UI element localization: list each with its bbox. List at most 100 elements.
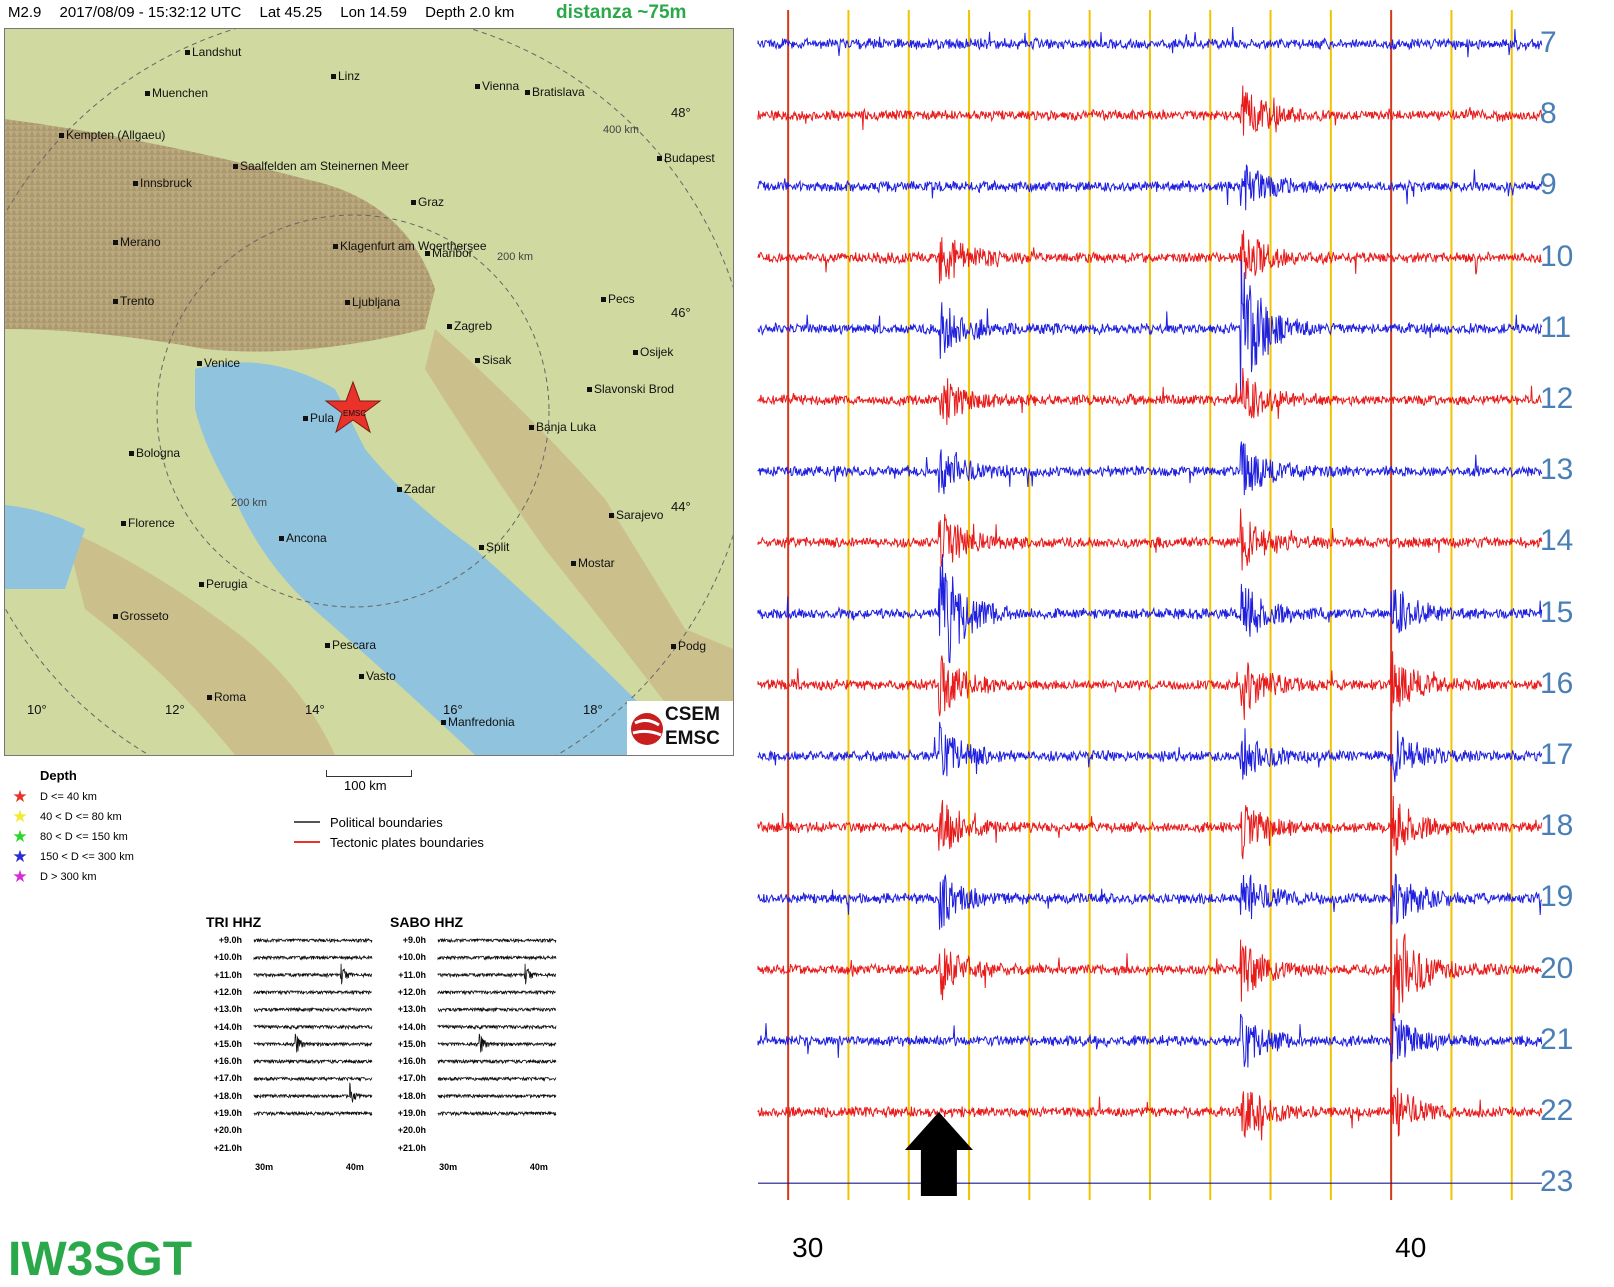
mini-row-label: +17.0h xyxy=(397,1073,426,1084)
city-label: Bologna xyxy=(129,446,180,460)
event-datetime: 2017/08/09 - 15:32:12 UTC xyxy=(59,4,242,21)
city-label: Grosseto xyxy=(113,609,169,623)
depth-legend-label: 150 < D <= 300 km xyxy=(40,851,134,863)
mini-trace xyxy=(437,963,557,985)
mini-row-label: +17.0h xyxy=(213,1073,242,1084)
city-label: Manfredonia xyxy=(441,715,515,729)
event-lat: Lat 45.25 xyxy=(259,4,323,21)
x-tick-label: 40 xyxy=(1395,1232,1427,1263)
lon-label: 16° xyxy=(443,702,463,717)
seismic-trace-9 xyxy=(757,164,1543,211)
mini-row-label: +10.0h xyxy=(397,952,426,963)
city-label: Innsbruck xyxy=(133,176,192,190)
city-label: Roma xyxy=(207,690,246,704)
mini-trace xyxy=(253,1082,373,1103)
mini-row-label: +12.0h xyxy=(397,986,426,997)
hour-label: 23 xyxy=(1540,1165,1574,1199)
seismic-trace-10 xyxy=(757,230,1542,288)
boundary-legend: Political boundaries Tectonic plates bou… xyxy=(294,812,484,852)
mini-row-label: +12.0h xyxy=(213,986,242,997)
hour-label: 19 xyxy=(1540,880,1574,914)
mini-row-label: +19.0h xyxy=(397,1108,426,1118)
epicenter-label: EMSC xyxy=(343,409,366,418)
seismic-trace-7 xyxy=(757,26,1543,58)
hour-label: 15 xyxy=(1540,595,1574,629)
mini-row-label: +21.0h xyxy=(213,1142,242,1153)
mini-trace xyxy=(437,1024,557,1031)
depth-legend-item: ★ 80 < D <= 150 km xyxy=(10,827,134,847)
mini-row-label: +16.0h xyxy=(397,1056,426,1067)
city-label: Vasto xyxy=(359,669,396,683)
mini-x-tick-label: 40m xyxy=(529,1162,548,1172)
line-swatch xyxy=(294,841,320,843)
city-label: Merano xyxy=(113,235,161,249)
mini-helicorder-plot xyxy=(437,937,557,1117)
mini-row-label: +11.0h xyxy=(214,969,242,980)
lon-label: 10° xyxy=(27,702,47,717)
hour-label: 8 xyxy=(1540,97,1557,131)
seismic-trace-8 xyxy=(757,85,1543,136)
ring-label: 200 km xyxy=(497,251,534,263)
city-label: Bratislava xyxy=(525,85,585,99)
event-arrow-icon xyxy=(904,1112,973,1196)
seismic-trace-16 xyxy=(757,651,1543,720)
seismic-trace-20 xyxy=(757,933,1542,1054)
mini-chart-title: SABO HHZ xyxy=(390,914,464,930)
hour-label: 10 xyxy=(1540,239,1574,273)
seismic-trace-21 xyxy=(757,1013,1543,1068)
epicenter-map: EMSC Landshut Linz Muenchen Vienna Brati… xyxy=(4,28,734,756)
city-label: Slavonski Brod xyxy=(587,382,674,396)
city-label: Zagreb xyxy=(447,319,492,333)
mini-row-label: +9.0h xyxy=(402,935,426,945)
mini-trace xyxy=(437,937,557,944)
depth-legend-label: D <= 40 km xyxy=(40,791,97,803)
lat-label: 44° xyxy=(671,499,691,514)
seismic-trace-19 xyxy=(757,873,1543,930)
depth-legend-label: 40 < D <= 80 km xyxy=(40,811,122,823)
city-label: Linz xyxy=(331,69,360,83)
mini-row-label: +9.0h xyxy=(218,935,242,945)
seismic-trace-15 xyxy=(757,554,1543,664)
mini-x-tick-label: 30m xyxy=(255,1162,274,1172)
city-label: Kempten (Allgaeu) xyxy=(59,128,165,142)
city-label: Maribor xyxy=(425,246,473,260)
lat-label: 48° xyxy=(671,105,691,120)
boundary-legend-label: Tectonic plates boundaries xyxy=(330,834,484,850)
mini-trace xyxy=(253,1075,373,1083)
depth-legend-label: 80 < D <= 150 km xyxy=(40,831,128,843)
logo-emsc: EMSC xyxy=(665,728,720,749)
city-label: Pecs xyxy=(601,292,635,306)
mini-trace xyxy=(253,963,373,985)
mini-helicorder-sabo: SABO HHZ +9.0h +10.0h +11.0h +12.0h +13.0h +1… xyxy=(390,914,562,1174)
depth-legend-item: ★ D > 300 km xyxy=(10,867,134,887)
city-label: Sisak xyxy=(475,353,511,367)
city-label: Mostar xyxy=(571,556,615,570)
hour-label: 20 xyxy=(1540,951,1574,985)
depth-legend-item: ★ 40 < D <= 80 km xyxy=(10,807,134,827)
lon-label: 12° xyxy=(165,702,185,717)
seismic-trace-11 xyxy=(757,259,1543,399)
seismic-trace-22 xyxy=(757,1083,1543,1141)
seismic-trace-12 xyxy=(757,367,1542,425)
mini-trace xyxy=(437,954,557,961)
city-label: Muenchen xyxy=(145,86,208,100)
mini-trace xyxy=(437,989,557,996)
city-label: Podg xyxy=(671,639,706,653)
event-header: M2.9 2017/08/09 - 15:32:12 UTC Lat 45.25… xyxy=(8,4,528,21)
mini-trace xyxy=(437,1110,557,1117)
globe-icon xyxy=(631,713,663,745)
event-lon: Lon 14.59 xyxy=(340,4,407,21)
helicorder-chart xyxy=(757,10,1543,1200)
mini-x-tick-label: 30m xyxy=(439,1162,458,1172)
mini-trace xyxy=(253,954,373,961)
x-tick-label: 30 xyxy=(792,1232,824,1263)
city-label: Graz xyxy=(411,195,444,209)
city-label: Zadar xyxy=(397,482,435,496)
star-icon: ★ xyxy=(12,807,28,826)
mini-trace xyxy=(437,1033,557,1053)
epicenter-star-icon xyxy=(324,380,382,434)
hour-label: 7 xyxy=(1540,26,1557,59)
mini-row-label: +13.0h xyxy=(213,1004,242,1015)
mini-row-label: +11.0h xyxy=(398,969,426,980)
magnitude: M2.9 xyxy=(8,4,42,21)
